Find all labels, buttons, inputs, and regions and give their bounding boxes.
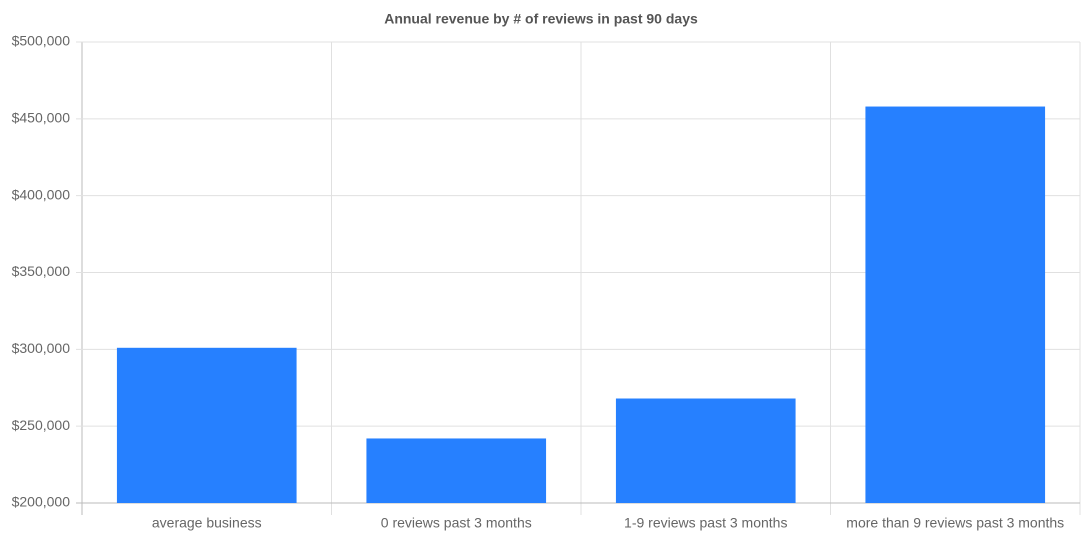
- y-tick-label: $400,000: [12, 186, 71, 202]
- x-tick-label: more than 9 reviews past 3 months: [846, 515, 1064, 531]
- y-tick-label: $350,000: [12, 263, 71, 279]
- y-tick-label: $300,000: [12, 340, 71, 356]
- y-tick-label: $500,000: [12, 33, 71, 49]
- bar: [366, 438, 547, 503]
- bar: [116, 347, 297, 503]
- x-tick-label: 0 reviews past 3 months: [381, 515, 532, 531]
- x-tick-label: average business: [152, 515, 262, 531]
- bar: [615, 398, 796, 503]
- y-tick-label: $200,000: [12, 494, 71, 510]
- chart-title: Annual revenue by # of reviews in past 9…: [384, 11, 698, 27]
- x-tick-label: 1-9 reviews past 3 months: [624, 515, 787, 531]
- bar: [865, 106, 1046, 503]
- y-tick-label: $450,000: [12, 110, 71, 126]
- y-tick-label: $250,000: [12, 417, 71, 433]
